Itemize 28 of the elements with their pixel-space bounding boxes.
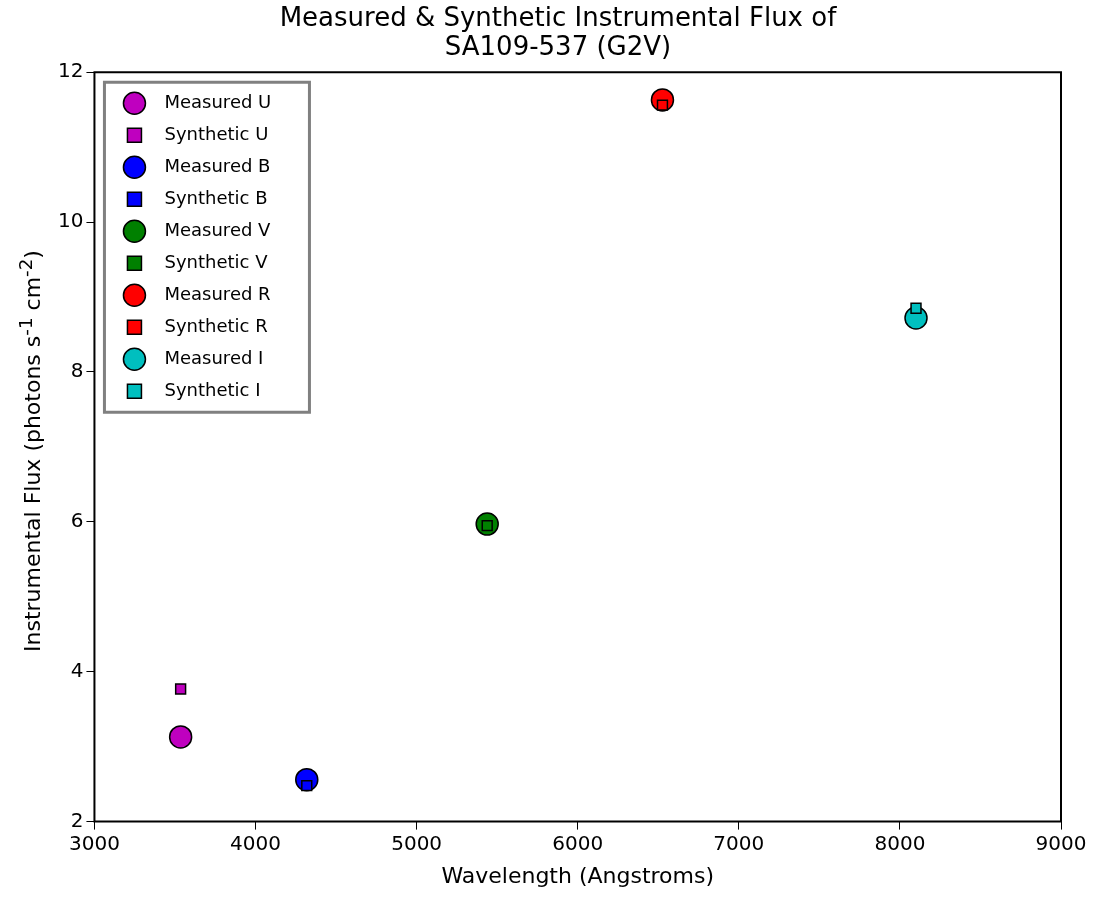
legend-label: Synthetic R	[164, 314, 268, 336]
x-tick-label: 4000	[230, 830, 281, 855]
legend-label: Measured V	[164, 218, 272, 240]
legend-label: Synthetic V	[164, 250, 269, 272]
y-tick-label: 8	[70, 358, 84, 383]
legend-label: Synthetic B	[164, 186, 268, 208]
y-tick-label: 12	[58, 58, 84, 83]
y-tick-label: 4	[70, 657, 84, 682]
legend-label: Synthetic U	[164, 122, 269, 144]
y-tick-label: 2	[70, 807, 84, 832]
point	[168, 725, 193, 749]
x-tick-label: 7000	[713, 830, 765, 855]
chart-title: Measured & Synthetic Instrumental Flux of SA109-537 (G2V)	[279, 2, 838, 61]
x-tick-label: 3000	[69, 830, 120, 855]
point	[910, 302, 922, 314]
legend-label: Measured B	[164, 154, 271, 176]
x-tick-label: 5000	[391, 830, 443, 855]
point	[174, 683, 187, 695]
x-tick-label: 6000	[552, 830, 604, 855]
legend-label: Measured R	[164, 282, 271, 304]
x-tick-label: 8000	[874, 830, 926, 855]
legend-label: Synthetic I	[164, 378, 261, 400]
y-tick-label: 6	[70, 508, 84, 533]
x-tick-label: 9000	[1035, 830, 1087, 855]
y-tick-label: 10	[58, 208, 84, 233]
legend-label: Measured I	[164, 346, 264, 368]
x-axis-title: Wavelength (Angstroms)	[441, 862, 715, 888]
legend-label: Measured U	[164, 90, 272, 112]
